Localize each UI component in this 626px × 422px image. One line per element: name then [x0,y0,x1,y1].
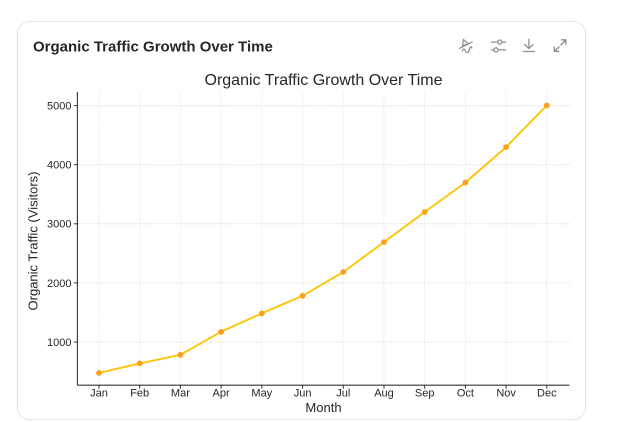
svg-text:Mar: Mar [171,388,190,400]
svg-text:1000: 1000 [47,337,71,349]
svg-text:Apr: Apr [213,388,230,400]
svg-text:Organic Traffic Growth Over Ti: Organic Traffic Growth Over Time [205,72,443,89]
svg-text:Organic Traffic (Visitors): Organic Traffic (Visitors) [26,172,41,311]
svg-text:Jun: Jun [294,388,312,400]
svg-text:Nov: Nov [496,388,516,400]
svg-text:Sep: Sep [415,388,435,400]
svg-text:Dec: Dec [537,388,557,400]
svg-text:May: May [251,388,272,400]
svg-text:3000: 3000 [47,219,71,231]
svg-text:Jul: Jul [336,388,350,400]
svg-text:Month: Month [305,400,341,415]
svg-text:Aug: Aug [374,388,394,400]
svg-text:Feb: Feb [130,388,149,400]
svg-text:5000: 5000 [47,101,71,113]
svg-text:2000: 2000 [47,278,71,290]
svg-text:Organic Traffic Growth Over Ti: Organic Traffic Growth Over Time [33,39,273,56]
svg-text:4000: 4000 [47,160,71,172]
svg-text:Jan: Jan [90,388,108,400]
svg-text:Oct: Oct [457,388,474,400]
